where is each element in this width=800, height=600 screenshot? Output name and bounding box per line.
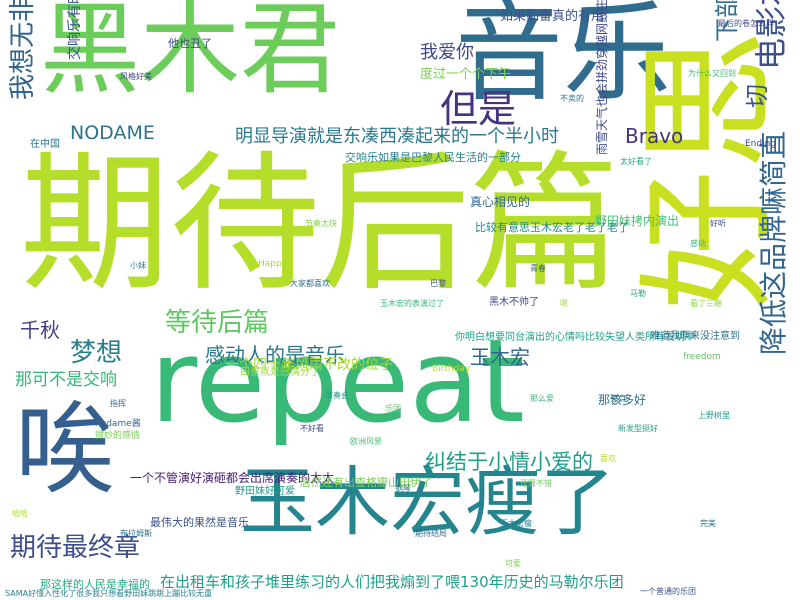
cloud-word: 不卖的 [560, 94, 584, 103]
cloud-word: repeat [150, 315, 525, 449]
cloud-word: 钢琴 [395, 484, 411, 493]
cloud-word: 马勒 [630, 289, 646, 298]
cloud-word: 度过一个个下午 [420, 67, 512, 82]
cloud-word: 我想无非是两个人的共同成长 [8, 0, 38, 100]
cloud-word: 居然还有出查格瓣山田伊了 [300, 476, 432, 489]
cloud-word: 那这样的人民是幸福的 [40, 578, 150, 591]
cloud-word: 指挥 [110, 399, 126, 408]
cloud-word: 电影本身都在预料之中 [752, 0, 790, 70]
cloud-word: 青春 [530, 264, 546, 273]
cloud-word: 但是 [440, 87, 517, 131]
cloud-word: 黑木不帅了 [489, 297, 539, 308]
cloud-word: 交响乐如果是巴黎人民生活的一部分 [345, 151, 521, 164]
cloud-word: 风格好美 [120, 72, 152, 81]
cloud-word: 在中国 [30, 139, 60, 150]
cloud-word: Bravo [625, 124, 684, 148]
cloud-word: 感动 [690, 239, 706, 248]
cloud-word: 最伟大的果然是音乐 [150, 516, 249, 529]
cloud-word: 唉 [15, 391, 115, 508]
cloud-word: 玉木宏的表演过了 [380, 299, 444, 308]
cloud-word: 演奏会 [325, 391, 349, 400]
cloud-word: 如果勤奋真的有用 [500, 9, 605, 24]
cloud-word: 巴黎 [430, 279, 446, 288]
cloud-word: 上野树里 [698, 411, 730, 420]
cloud-word: 喜欢 [600, 454, 616, 463]
cloud-word: 节奏太快 [305, 219, 337, 228]
cloud-word: 那可不是交响 [15, 370, 117, 390]
cloud-word: 一个四十年风雨不改的位子 [225, 357, 393, 373]
cloud-word: 嗯 [560, 299, 568, 308]
cloud-word: 太好看了 [620, 157, 652, 166]
cloud-word: 降低这品牌嘛简直 [757, 130, 790, 355]
cloud-word: freedom [683, 352, 721, 362]
cloud-word: Ending [745, 139, 777, 149]
cloud-word: 明显导演就是东凑西凑起来的一个半小时 [235, 126, 559, 147]
cloud-word: 新发型挺好 [618, 424, 658, 433]
cloud-word: 难道我原来没注意到 [650, 331, 740, 342]
cloud-word: 在出租车和孩子堆里练习的人们把我煽到了喂130年历史的马勒尔乐团 [160, 573, 624, 591]
cloud-word: 小妹 [130, 261, 146, 270]
cloud-word: 玉木宏 [470, 345, 530, 369]
cloud-word: 切 [743, 84, 771, 108]
cloud-word: nodame酱 [95, 419, 141, 429]
cloud-word: 还算不错 [520, 479, 552, 488]
cloud-word: 欧洲风景 [350, 437, 382, 446]
cloud-word: 看了三遍 [690, 299, 722, 308]
cloud-word: 纠结于小情小爱的 [425, 450, 593, 474]
cloud-word: 可爱 [505, 559, 521, 568]
cloud-word: 期待结局 [415, 529, 447, 538]
cloud-word: 梦想 [70, 338, 123, 368]
cloud-word: 微妙的感情 [95, 431, 141, 441]
cloud-word: 期待最终章 [10, 533, 141, 563]
cloud-word: 音乐 [455, 0, 672, 116]
cloud-word: 为什么又回到 [688, 69, 736, 78]
cloud-word: 好听 [710, 219, 726, 228]
cloud-word: 期待后篇 [20, 138, 621, 312]
cloud-word: Happy [258, 259, 288, 269]
cloud-word: 玉木宏瘦了 [240, 458, 616, 546]
cloud-word: 他也丑了 [168, 37, 212, 50]
cloud-word: 你明白想要同台演出的心情吗比较失望人类所有发明中 [455, 332, 695, 343]
cloud-word: 那么爱 [530, 394, 554, 403]
cloud-word: 四星就是感情分了 [240, 367, 320, 378]
cloud-word: 等待后篇 [165, 308, 270, 338]
cloud-word: 一个不管演好演砸都会出席演奏的太太 [130, 471, 335, 485]
cloud-word: NODAME [70, 122, 155, 144]
cloud-word: 交响乐有时候真是以生命 [67, 0, 83, 60]
cloud-word: 笑点 [610, 394, 626, 403]
cloud-word: SAMA好懂入性化了很多我只想看野田妹跳跳上蹦比较无重 [5, 589, 213, 598]
cloud-word: 我爱你 [420, 42, 474, 63]
cloud-word: Birthday [432, 364, 471, 374]
cloud-word: 那该多好 [598, 393, 647, 407]
cloud-word: 不好看 [300, 424, 324, 433]
cloud-word: 哈哈 [12, 509, 28, 518]
cloud-word: 玉木宏瘦 [500, 519, 532, 528]
cloud-word: 千秋 [20, 318, 60, 342]
cloud-word: 野田妹好可爱 [235, 486, 295, 497]
cloud-word: 一个普通的乐团 [640, 587, 696, 596]
cloud-word: 野田妹拷内演出 [595, 214, 680, 228]
cloud-word: 比较有意思玉木宏老了老了老了 [475, 221, 629, 234]
cloud-word: 黑木君 [40, 0, 340, 108]
cloud-word: 乐团 [385, 404, 401, 413]
cloud-word: 感动人的是音乐 [205, 343, 345, 367]
cloud-word: 布拉姆斯 [120, 529, 152, 538]
cloud-word: 完美 [700, 519, 716, 528]
cloud-word: 大家都喜欢 [290, 279, 330, 288]
cloud-word: 真心相见的 [470, 195, 531, 209]
cloud-word: 最后的卷怎么样 [718, 19, 774, 28]
